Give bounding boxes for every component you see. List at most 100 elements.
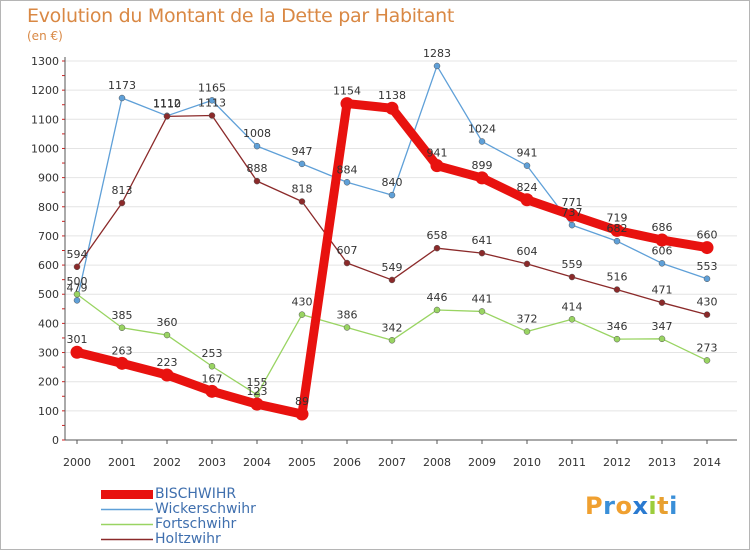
- data-point-bischwihr: [700, 241, 714, 255]
- data-point-wickerschwihr: [343, 179, 351, 186]
- data-label-wickerschwihr: 947: [292, 145, 313, 158]
- legend-item-holtzwihr: Holtzwihr: [101, 532, 256, 547]
- data-point-fortschwihr: [523, 328, 531, 335]
- data-label-holtzwihr: 607: [337, 244, 358, 257]
- data-label-wickerschwihr: 1112: [153, 97, 181, 110]
- data-point-wickerschwihr: [208, 97, 216, 104]
- data-label-fortschwihr: 441: [472, 292, 493, 305]
- logo-letter: P: [585, 492, 604, 520]
- data-label-holtzwihr: 471: [652, 284, 673, 297]
- data-label-bischwihr: 263: [112, 344, 133, 357]
- x-tick-label: 2007: [378, 456, 406, 469]
- data-label-fortschwihr: 342: [382, 321, 403, 334]
- data-point-holtzwihr: [208, 112, 216, 119]
- data-label-wickerschwihr: 1008: [243, 127, 271, 140]
- data-point-fortschwihr: [613, 335, 621, 343]
- data-point-bischwihr: [340, 97, 354, 111]
- data-point-fortschwihr: [163, 331, 171, 339]
- data-label-bischwihr: 824: [517, 181, 538, 194]
- y-tick-label: 800: [38, 201, 59, 214]
- data-point-holtzwihr: [253, 177, 261, 185]
- legend-label-wickerschwihr: Wickerschwihr: [155, 501, 256, 517]
- logo-letter: i: [669, 492, 678, 520]
- data-point-wickerschwihr: [253, 142, 261, 150]
- data-label-bischwihr: 899: [472, 159, 493, 172]
- data-point-holtzwihr: [163, 113, 171, 120]
- data-label-bischwihr: 719: [607, 211, 628, 224]
- data-label-holtzwihr: 430: [697, 296, 718, 309]
- grid-lines: [65, 60, 737, 441]
- data-point-wickerschwihr: [73, 297, 81, 304]
- data-point-bischwihr: [565, 208, 579, 222]
- data-point-fortschwihr: [658, 335, 666, 343]
- series-lines: [70, 62, 714, 421]
- x-tick-label: 2001: [108, 456, 136, 469]
- data-label-fortschwihr: 500: [67, 275, 88, 288]
- data-label-wickerschwihr: 479: [67, 281, 88, 294]
- logo-letter: r: [603, 492, 616, 520]
- data-point-holtzwihr: [298, 198, 306, 205]
- x-tick-label: 2005: [288, 456, 316, 469]
- data-point-holtzwihr: [568, 273, 576, 281]
- data-label-holtzwihr: 818: [292, 183, 313, 196]
- data-label-bischwihr: 686: [652, 221, 673, 234]
- legend: BISCHWIHR Wickerschwihr Fortschwihr Holt…: [101, 487, 256, 547]
- y-tick-label: 1100: [31, 113, 59, 126]
- data-label-holtzwihr: 888: [247, 162, 268, 175]
- legend-swatch-fortschwihr: [101, 523, 153, 526]
- logo-letter: o: [615, 492, 633, 520]
- data-label-bischwihr: 301: [67, 333, 88, 346]
- data-label-holtzwihr: 658: [427, 229, 448, 242]
- data-point-wickerschwihr: [523, 162, 531, 169]
- data-label-fortschwihr: 273: [697, 341, 718, 354]
- x-tick-label: 2008: [423, 456, 451, 469]
- data-point-wickerschwihr: [118, 94, 126, 102]
- data-point-fortschwihr: [568, 316, 576, 323]
- data-point-bischwihr: [115, 356, 129, 370]
- data-label-bischwihr: 223: [157, 356, 178, 369]
- data-label-holtzwihr: 604: [517, 245, 538, 258]
- data-label-fortschwihr: 386: [337, 308, 358, 321]
- data-point-holtzwihr: [118, 199, 126, 207]
- data-label-bischwihr: 771: [562, 196, 583, 209]
- data-label-holtzwihr: 1110: [153, 97, 181, 110]
- x-tick-label: 2012: [603, 456, 631, 469]
- data-label-wickerschwihr: 1173: [108, 79, 136, 92]
- x-tick-label: 2014: [693, 456, 721, 469]
- logo-letter: t: [657, 492, 670, 520]
- data-label-bischwihr: 1138: [378, 89, 406, 102]
- data-point-bischwihr: [160, 368, 174, 382]
- data-point-fortschwihr: [73, 290, 81, 298]
- data-label-bischwihr: 1154: [333, 85, 361, 98]
- axes: 0 100 200 300 400 500 600 700 800 900 1000 1100 1200…: [31, 55, 737, 469]
- data-point-fortschwihr: [478, 308, 486, 315]
- y-tick-label: 200: [38, 376, 59, 389]
- data-point-fortschwihr: [208, 362, 216, 370]
- legend-label-holtzwihr: Holtzwihr: [155, 531, 221, 547]
- y-tick-label: 900: [38, 172, 59, 185]
- x-tick-label: 2009: [468, 456, 496, 469]
- data-label-fortschwihr: 414: [562, 300, 583, 313]
- x-tick-label: 2010: [513, 456, 541, 469]
- data-label-wickerschwihr: 682: [607, 222, 628, 235]
- data-label-fortschwihr: 360: [157, 316, 178, 329]
- data-point-fortschwihr: [433, 306, 441, 314]
- proxiti-logo: Proxiti: [585, 492, 678, 520]
- data-label-holtzwihr: 549: [382, 261, 403, 274]
- data-label-wickerschwihr: 840: [382, 176, 403, 189]
- data-point-bischwihr: [385, 101, 399, 115]
- data-point-wickerschwihr: [298, 160, 306, 168]
- data-point-holtzwihr: [523, 260, 531, 268]
- data-point-bischwihr: [520, 193, 534, 207]
- data-point-bischwihr: [205, 384, 219, 398]
- data-point-holtzwihr: [613, 286, 621, 293]
- y-tick-label: 700: [38, 230, 59, 243]
- data-label-holtzwihr: 1113: [198, 97, 226, 110]
- data-point-holtzwihr: [343, 259, 351, 267]
- data-label-wickerschwihr: 553: [697, 260, 718, 273]
- data-label-holtzwihr: 813: [112, 184, 133, 197]
- data-point-wickerschwihr: [433, 62, 441, 70]
- data-point-wickerschwihr: [703, 275, 711, 283]
- data-point-fortschwihr: [703, 357, 711, 364]
